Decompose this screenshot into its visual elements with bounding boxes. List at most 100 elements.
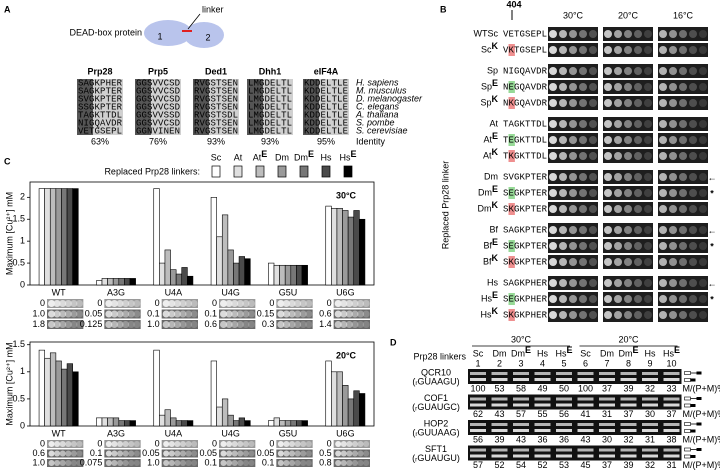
spot	[351, 441, 358, 447]
bar	[55, 360, 62, 427]
spot	[569, 83, 577, 91]
alignment-row: VETGSEPL	[78, 126, 122, 136]
gel	[468, 394, 682, 410]
spot	[559, 83, 567, 91]
gel-band	[470, 423, 486, 426]
spot	[282, 321, 290, 328]
plate-label: 1.4	[319, 319, 332, 329]
lane-label: Hs	[537, 348, 548, 358]
strain-label: Sp	[487, 65, 498, 75]
spot	[699, 189, 707, 197]
gel-band	[491, 403, 508, 407]
bar	[175, 273, 183, 286]
spot	[305, 441, 312, 447]
spot	[127, 300, 135, 307]
spot	[357, 300, 365, 307]
bar	[112, 417, 120, 427]
bar	[129, 278, 136, 286]
spot	[59, 460, 66, 466]
spot	[220, 441, 227, 447]
spot	[579, 67, 587, 75]
spot	[122, 460, 129, 466]
bar	[49, 188, 57, 286]
spot	[174, 450, 181, 457]
spot	[105, 460, 112, 466]
spot	[659, 67, 667, 75]
spot	[111, 450, 118, 457]
spot	[163, 460, 170, 466]
plate-label: 0.15	[257, 308, 275, 318]
spot	[294, 441, 301, 447]
spot	[549, 99, 557, 107]
spot	[604, 152, 612, 160]
alignment-row: GGSVVSSD	[136, 110, 180, 120]
spot	[579, 189, 587, 197]
plot-frame	[29, 181, 375, 286]
ratio-value: 33	[666, 383, 676, 393]
ratio-value: 49	[537, 383, 547, 393]
alignment-row: KDDELTLE	[304, 78, 348, 88]
ratio-value: 30	[645, 409, 655, 419]
bar	[118, 278, 125, 286]
lane-label: Dm	[493, 348, 507, 358]
product-icon	[696, 422, 702, 426]
strain-label-sup: K	[492, 147, 499, 157]
spot-plate	[658, 292, 708, 306]
spot	[277, 300, 285, 307]
spot	[236, 300, 244, 307]
spot	[634, 83, 642, 91]
y-axis-label: Maximum [Cu²⁺] mM	[4, 342, 14, 425]
ratio-value: 53	[559, 460, 569, 470]
bar	[124, 420, 131, 427]
phenotype-mark: *	[710, 294, 714, 304]
spot	[659, 189, 667, 197]
spot	[624, 83, 632, 91]
spot	[248, 321, 255, 328]
lane-number: 7	[604, 358, 609, 368]
spot	[133, 460, 140, 466]
product-icon	[684, 396, 691, 401]
spot	[604, 279, 612, 287]
species: S. pombe	[356, 117, 395, 127]
spot	[659, 120, 667, 128]
spot	[614, 258, 622, 266]
spot	[185, 321, 193, 328]
strain-label: At	[489, 118, 498, 128]
alignment-row: LMGDELTL	[248, 110, 292, 120]
spot	[644, 99, 652, 107]
spot	[699, 99, 707, 107]
spot	[579, 226, 587, 234]
ratio-value: 31	[645, 434, 655, 444]
spot	[644, 152, 652, 160]
spot	[53, 300, 61, 307]
spot	[604, 99, 612, 107]
spot	[185, 310, 193, 318]
strain-label: Bf	[483, 240, 492, 250]
spot	[579, 152, 587, 160]
spot	[569, 136, 577, 144]
gel-band	[470, 454, 486, 458]
spot	[614, 205, 622, 213]
gel-band	[663, 454, 680, 458]
bar	[55, 188, 62, 286]
lane-number: 6	[583, 358, 588, 368]
bar	[325, 360, 332, 427]
spot	[345, 300, 353, 307]
bar	[38, 188, 45, 286]
spot	[614, 226, 622, 234]
spot-plate	[658, 80, 708, 94]
spot	[699, 279, 707, 287]
spot-plate	[104, 459, 141, 467]
plate-label: 1.8	[32, 319, 45, 329]
x-tick-label: G5U	[279, 428, 298, 438]
splice-site: (ᵣGUUAAG)	[412, 427, 459, 437]
linker-sequence: TAGKTTDL	[503, 119, 547, 129]
lane-number: 1	[475, 358, 480, 368]
gel-band	[556, 403, 572, 407]
gel-band	[577, 448, 594, 452]
plate-label: 0.05	[142, 448, 160, 458]
spot	[634, 242, 642, 250]
bar	[96, 280, 103, 286]
spot	[669, 99, 677, 107]
gene-name: HOP2	[424, 418, 449, 428]
